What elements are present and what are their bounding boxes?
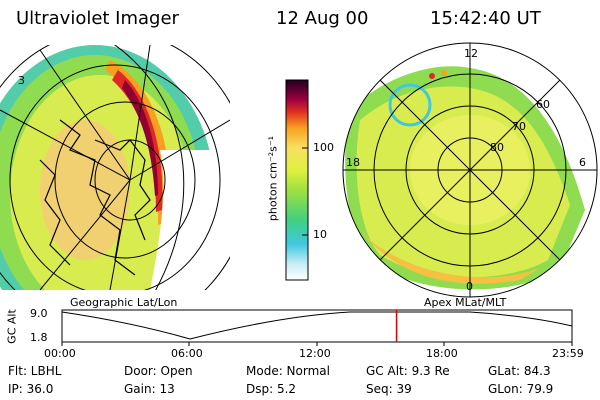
seq-status: Seq: 39 [366,382,412,396]
altitude-ylabel: GC Alt [5,309,19,344]
colorbar-tick-10: 10 [313,228,327,241]
colorbar-unit: photon cm⁻²s⁻¹ [266,135,280,222]
altitude-xtick: 18:00 [426,347,458,360]
ip-status: IP: 36.0 [8,382,54,396]
altitude-curve [61,311,573,340]
colorbar [285,79,309,281]
mlt-label-6: 6 [579,156,586,169]
mlat-label-80: 80 [490,141,504,154]
time-label: 15:42:40 UT [430,8,541,29]
altitude-xtick: 00:00 [44,347,76,360]
altitude-xtick: 06:00 [171,347,203,360]
altitude-ytick-bottom: 1.8 [30,331,48,344]
date-label: 12 Aug 00 [276,8,369,29]
polar-grid [342,42,598,298]
gain-status: Gain: 13 [124,382,175,396]
dsp-status: Dsp: 5.2 [246,382,297,396]
mlat-label-70: 70 [512,120,526,133]
geo-lat-label: 3 [18,74,25,87]
mlt-label-18: 18 [346,156,360,169]
geographic-image [0,45,230,290]
mlat-label-60: 60 [536,98,550,111]
glat-status: GLat: 84.3 [488,364,551,378]
polar-caption: Apex MLat/MLT [424,296,507,309]
door-status: Door: Open [124,364,193,378]
glon-status: GLon: 79.9 [488,382,554,396]
instrument-title: Ultraviolet Imager [16,8,179,29]
colorbar-tick-100: 100 [313,141,334,154]
mlt-label-0: 0 [466,280,473,293]
mlt-label-12: 12 [464,47,478,60]
filter-status: Flt: LBHL [8,364,62,378]
mode-status: Mode: Normal [246,364,330,378]
geo-caption: Geographic Lat/Lon [70,296,178,309]
gc-alt-status: GC Alt: 9.3 Re [366,364,450,378]
altitude-ytick-top: 9.0 [30,307,48,320]
altitude-plot [61,309,573,343]
altitude-xtick: 12:00 [299,347,331,360]
altitude-xtick: 23:59 [552,347,584,360]
